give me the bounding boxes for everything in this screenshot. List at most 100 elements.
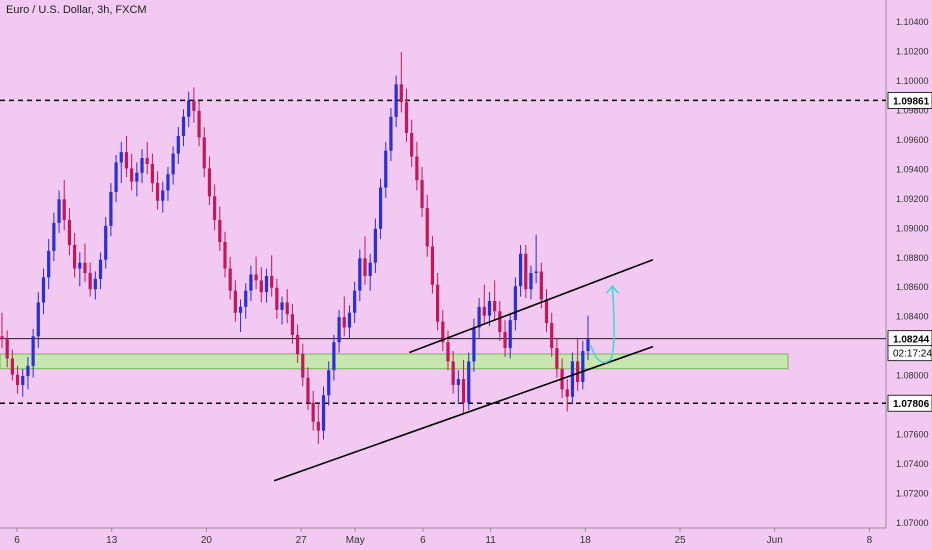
candle-body — [467, 361, 471, 403]
x-tick-label: 18 — [580, 535, 592, 546]
candle-body — [353, 290, 357, 313]
candle-body — [166, 174, 170, 191]
candle-body — [5, 339, 9, 359]
candle-body — [347, 312, 352, 328]
y-tick-label: 1.10400 — [896, 17, 929, 27]
candle-body — [233, 290, 237, 313]
candle-body — [155, 183, 160, 201]
candle-body — [461, 379, 466, 403]
candle-body — [518, 253, 523, 287]
candle-body — [145, 158, 149, 164]
candle-body — [415, 156, 419, 181]
candle-body — [254, 274, 258, 281]
candle-body — [264, 275, 269, 293]
candle-body — [482, 306, 486, 316]
x-tick-label: 25 — [674, 535, 686, 546]
candle-body — [295, 334, 300, 355]
candle-body — [503, 331, 507, 349]
candle-body — [83, 262, 87, 273]
candle-body — [88, 272, 92, 290]
candle-body — [78, 262, 82, 269]
candle-body — [31, 336, 35, 366]
y-tick-label: 1.08000 — [896, 371, 929, 381]
candle-body — [544, 299, 549, 324]
candle-body — [342, 317, 346, 328]
candle-body — [337, 317, 341, 343]
candle-body — [451, 361, 455, 385]
candle-body — [104, 225, 108, 260]
candle-body — [26, 365, 30, 377]
price-label-text: 1.09861 — [893, 96, 930, 107]
candle-body — [187, 100, 191, 117]
candle-body — [52, 222, 56, 251]
candle-body — [498, 311, 502, 332]
y-tick-label: 1.09000 — [896, 223, 929, 233]
candle-body — [135, 172, 139, 182]
x-tick-label: May — [346, 535, 365, 546]
candle-body — [21, 376, 25, 385]
y-tick-label: 1.08400 — [896, 312, 929, 322]
y-tick-label: 1.09200 — [896, 194, 929, 204]
candle-body — [140, 158, 144, 173]
candle-body — [161, 190, 165, 201]
candle-body — [223, 242, 227, 269]
candle-body — [327, 370, 331, 396]
candle-body — [399, 84, 403, 103]
candle-body — [238, 306, 243, 313]
candle-body — [36, 302, 40, 337]
candle-body — [394, 84, 398, 117]
candle-body — [207, 168, 212, 197]
chart-title: Euro / U.S. Dollar, 3h, FXCM — [6, 4, 147, 16]
candle-body — [57, 199, 61, 223]
candle-body — [270, 275, 274, 288]
y-tick-label: 1.08600 — [896, 282, 929, 292]
candle-body — [420, 180, 424, 209]
x-tick-label: 8 — [867, 535, 873, 546]
candle-body — [93, 278, 97, 290]
candle-body — [373, 228, 377, 263]
y-tick-label: 1.09400 — [896, 164, 929, 174]
projection-arrow — [590, 286, 615, 364]
candle-body — [363, 258, 367, 276]
x-tick-label: 11 — [485, 535, 496, 546]
candle-body — [570, 361, 575, 397]
candle-body — [555, 348, 559, 369]
candle-body — [477, 306, 481, 328]
candle-body — [306, 377, 310, 403]
y-tick-label: 1.07200 — [896, 489, 929, 499]
candle-body — [586, 339, 590, 352]
candle-body — [213, 196, 217, 220]
x-tick-label: 6 — [420, 535, 426, 546]
countdown-text: 02:17:24 — [893, 349, 932, 360]
y-tick-label: 1.08800 — [896, 253, 929, 263]
candle-body — [244, 290, 248, 307]
candle-body — [285, 302, 289, 315]
candle-body — [130, 168, 134, 182]
y-tick-label: 1.07400 — [896, 459, 929, 469]
candle-body — [565, 389, 569, 397]
price-label-text: 1.08244 — [893, 335, 930, 346]
candle-body — [539, 271, 543, 300]
candle-body — [41, 277, 46, 303]
candle-body — [358, 258, 362, 291]
candle-body — [192, 100, 196, 111]
price-label-box — [887, 92, 932, 109]
candle-body — [98, 259, 103, 279]
candle-body — [176, 135, 180, 154]
candle-body — [425, 208, 429, 247]
candle-body — [446, 342, 450, 362]
x-tick-label: 20 — [201, 535, 213, 546]
x-tick-label: 6 — [14, 535, 20, 546]
candle-body — [389, 116, 393, 151]
candle-body — [311, 402, 315, 422]
projection-arrow-head — [605, 285, 619, 294]
candle-body — [430, 246, 435, 285]
candle-body — [576, 361, 580, 383]
candle-body — [493, 300, 497, 312]
x-tick-label: 13 — [106, 535, 118, 546]
y-tick-label: 1.10200 — [896, 46, 929, 56]
candle-body — [436, 284, 440, 322]
price-label-box — [887, 394, 932, 412]
candle-body — [301, 354, 305, 378]
